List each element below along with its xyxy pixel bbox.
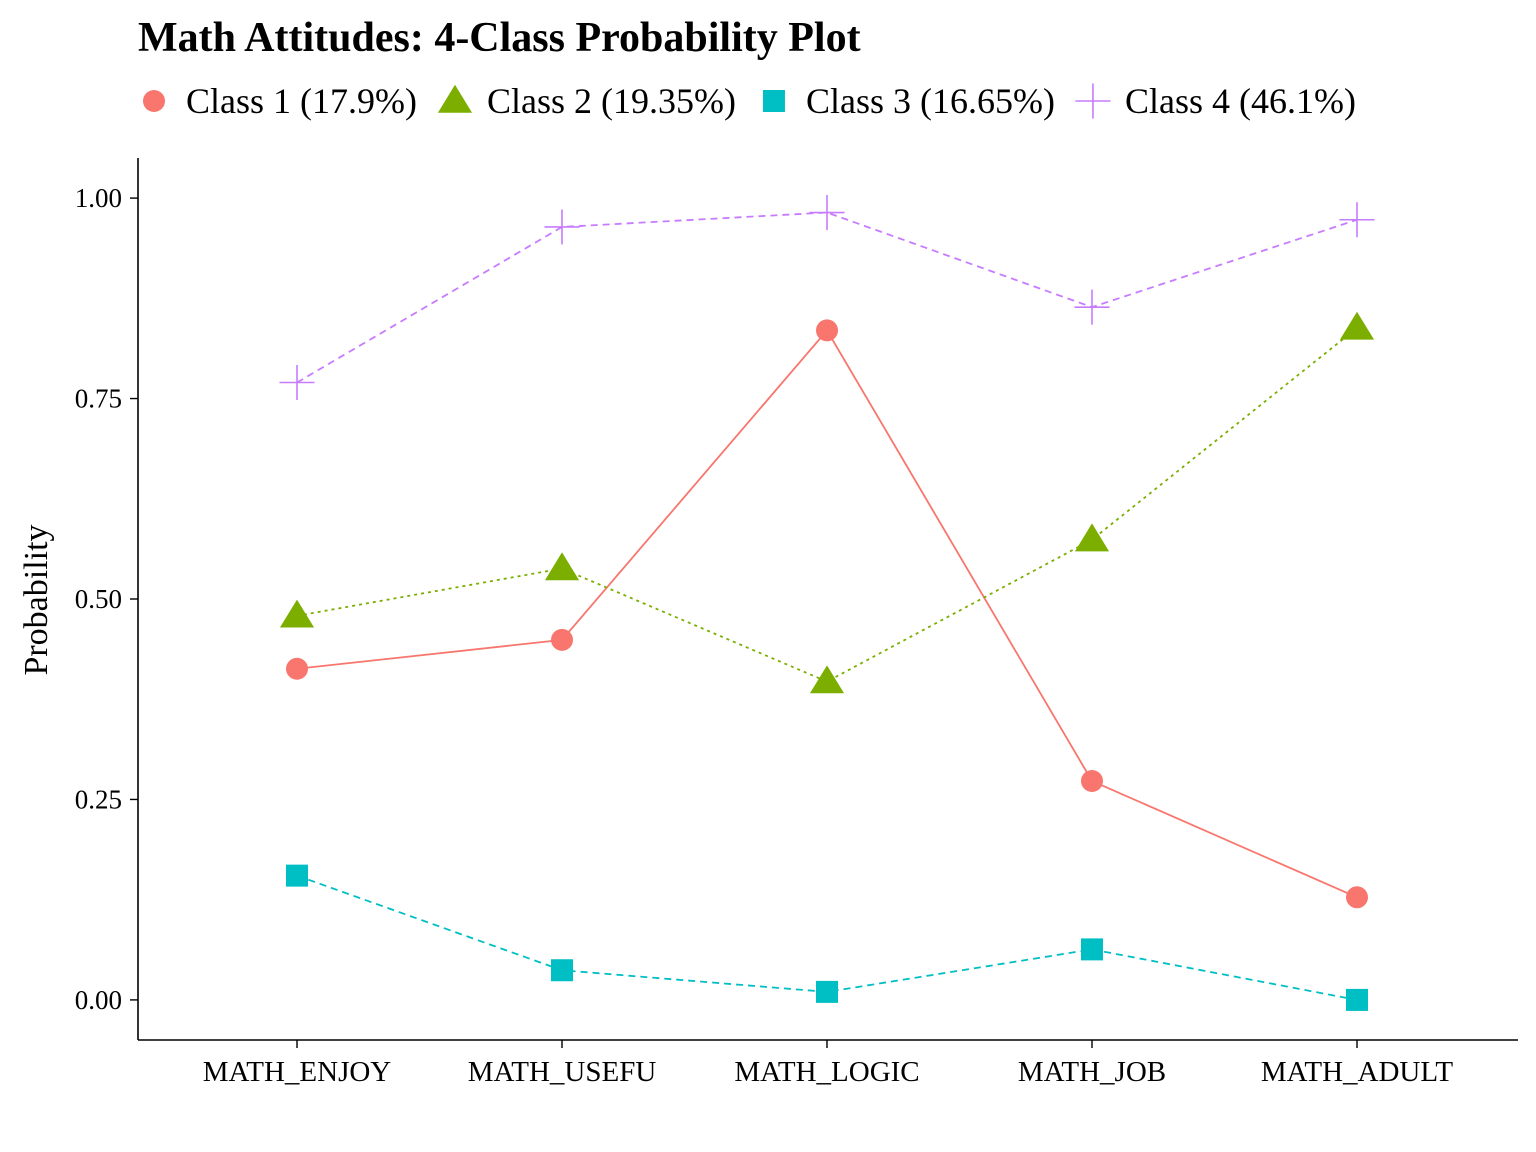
data-point [544, 209, 580, 245]
legend-item-4: Class 4 (46.1%) [1075, 81, 1356, 121]
y-axis-label: Probability [18, 524, 55, 675]
legend-label: Class 2 (19.35%) [487, 81, 736, 121]
y-tick-label: 0.00 [75, 985, 122, 1015]
series-1 [286, 319, 1368, 909]
legend-item-3: Class 3 (16.65%) [762, 81, 1055, 121]
series-line [296, 328, 1358, 899]
data-point [1346, 886, 1368, 909]
data-point [279, 599, 315, 628]
data-point [1346, 988, 1368, 1011]
data-point [286, 657, 308, 680]
data-point [809, 665, 845, 694]
data-point [551, 959, 573, 982]
series-line [296, 874, 1358, 1001]
data-point [279, 364, 315, 401]
y-tick-label: 0.25 [75, 784, 122, 814]
legend-label: Class 1 (17.9%) [186, 81, 417, 121]
chart-title: Math Attitudes: 4-Class Probability Plot [138, 15, 861, 61]
series-line [296, 211, 1358, 384]
x-tick-label: MATH_ADULT [1261, 1056, 1454, 1088]
x-tick-label: MATH_USEFU [468, 1056, 657, 1088]
y-tick-label: 0.50 [75, 584, 122, 614]
series-3 [286, 864, 1368, 1011]
data-point [1074, 523, 1110, 552]
legend-key [762, 90, 785, 112]
legend-label: Class 3 (16.65%) [806, 81, 1055, 121]
x-tick-label: MATH_LOGIC [734, 1056, 919, 1088]
legend-item-2: Class 2 (19.35%) [437, 81, 736, 121]
series-layer [279, 194, 1375, 1011]
data-point [809, 194, 845, 231]
data-point [286, 864, 308, 887]
data-point [1081, 770, 1103, 793]
data-point [1081, 938, 1103, 961]
data-point [816, 319, 838, 342]
legend-key [437, 84, 473, 113]
x-tick-label: MATH_JOB [1018, 1056, 1166, 1088]
legend: Class 1 (17.9%) Class 2 (19.35%) Class 3 (… [143, 81, 1356, 121]
legend-item-1: Class 1 (17.9%) [143, 81, 417, 121]
axes: 0.00 0.25 0.50 0.75 1.00 MATH_ENJOY MATH_USEFU… [75, 158, 1518, 1088]
data-point [544, 552, 580, 581]
series-2 [279, 311, 1375, 694]
data-point [1339, 202, 1375, 238]
legend-label: Class 4 (46.1%) [1125, 81, 1356, 121]
series-line [296, 327, 1358, 683]
data-point [1074, 289, 1110, 325]
y-tick-label: 0.75 [75, 384, 122, 414]
data-point [816, 980, 838, 1003]
legend-key [1075, 83, 1111, 119]
x-tick-label: MATH_ENJOY [203, 1056, 392, 1088]
legend-key [143, 90, 165, 112]
y-tick-label: 1.00 [75, 183, 122, 213]
data-point [551, 628, 573, 651]
data-point [1339, 311, 1375, 340]
series-4 [279, 194, 1375, 401]
